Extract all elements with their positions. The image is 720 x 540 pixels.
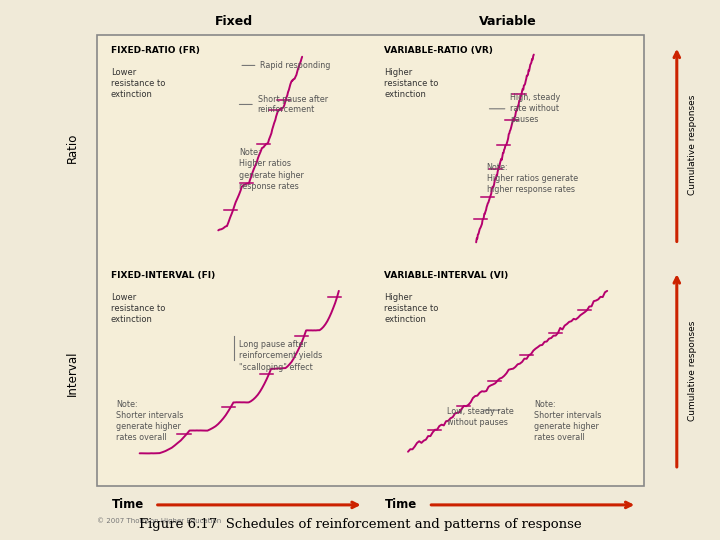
FancyBboxPatch shape [97,35,644,486]
Text: Cumulative responses: Cumulative responses [688,95,697,195]
Text: Time: Time [385,498,418,511]
Text: Time: Time [112,498,144,511]
Text: © 2007 Thomson Higher Education: © 2007 Thomson Higher Education [97,518,222,524]
Text: Note:
Shorter intervals
generate higher
rates overall: Note: Shorter intervals generate higher … [116,400,184,442]
Text: Short pause after
reinforcement: Short pause after reinforcement [258,94,328,114]
Text: Ratio: Ratio [66,133,78,163]
Text: Variable: Variable [479,15,536,28]
Text: VARIABLE-RATIO (VR): VARIABLE-RATIO (VR) [384,46,493,55]
Text: FIXED-INTERVAL (FI): FIXED-INTERVAL (FI) [111,272,215,280]
Text: Rapid responding: Rapid responding [260,61,330,70]
Text: VARIABLE-INTERVAL (VI): VARIABLE-INTERVAL (VI) [384,272,508,280]
Text: Long pause after
reinforcement yields
"scalloping" effect: Long pause after reinforcement yields "s… [239,340,323,372]
Text: Note:
Higher ratios
generate higher
response rates: Note: Higher ratios generate higher resp… [239,148,304,191]
Text: Figure 6.17  Schedules of reinforcement and patterns of response: Figure 6.17 Schedules of reinforcement a… [139,518,581,531]
Text: Interval: Interval [66,350,78,396]
Text: Fixed: Fixed [215,15,253,28]
Text: Note:
Higher ratios generate
higher response rates: Note: Higher ratios generate higher resp… [487,163,577,194]
Text: Low, steady rate
without pauses: Low, steady rate without pauses [447,407,514,427]
Text: Lower
resistance to
extinction: Lower resistance to extinction [111,293,165,324]
Text: Cumulative responses: Cumulative responses [688,320,697,421]
Text: Note:
Shorter intervals
generate higher
rates overall: Note: Shorter intervals generate higher … [534,400,601,442]
Text: Higher
resistance to
extinction: Higher resistance to extinction [384,68,438,99]
Text: Lower
resistance to
extinction: Lower resistance to extinction [111,68,165,99]
Text: FIXED-RATIO (FR): FIXED-RATIO (FR) [111,46,199,55]
Text: Higher
resistance to
extinction: Higher resistance to extinction [384,293,438,324]
Text: High, steady
rate without
pauses: High, steady rate without pauses [510,93,560,124]
